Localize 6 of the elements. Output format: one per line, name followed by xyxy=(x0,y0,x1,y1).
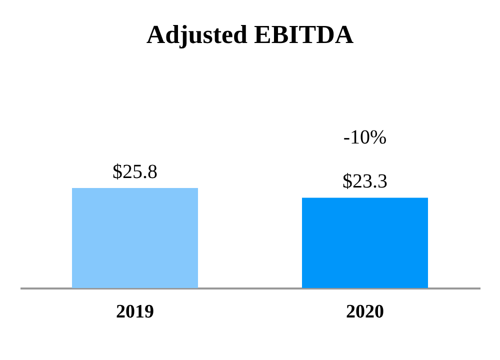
data-label: $25.8 xyxy=(112,161,158,183)
text: -10% xyxy=(343,126,387,149)
x-tick-label: 2020 xyxy=(346,302,384,322)
x-tick-label: 2019 xyxy=(116,302,154,322)
data-label: $23.3 xyxy=(342,170,388,193)
chart-title: Adjusted EBITDA xyxy=(146,20,354,49)
